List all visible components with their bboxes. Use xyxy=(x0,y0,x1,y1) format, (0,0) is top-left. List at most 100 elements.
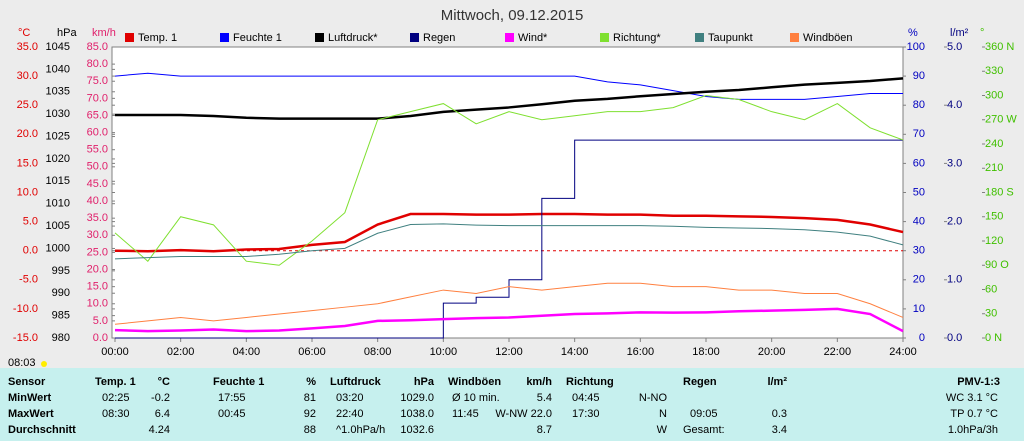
y-tick-label: 1035 xyxy=(46,86,70,98)
y-tick-label: 20 xyxy=(913,274,925,286)
table-header: % xyxy=(306,376,316,388)
series-line xyxy=(114,72,903,100)
table-cell: -0.2 xyxy=(151,392,170,404)
x-tick-label: 02:00 xyxy=(167,346,195,358)
y-tick-label: 80 xyxy=(913,99,925,111)
y-tick-label: 35.0 xyxy=(17,41,38,53)
axis-unit: l/m² xyxy=(950,27,969,39)
y-tick-label: 10.0 xyxy=(87,298,108,310)
series-line xyxy=(115,139,903,339)
y-tick-label: 30 xyxy=(985,308,997,320)
table-cell: 17:55 xyxy=(218,392,246,404)
y-tick-label: 0.0 xyxy=(93,332,108,344)
y-tick-label: 1010 xyxy=(46,198,70,210)
y-tick-label: 25.0 xyxy=(87,246,108,258)
chart-title: Mittwoch, 09.12.2015 xyxy=(441,7,584,24)
table-cell: 09:05 xyxy=(690,408,718,420)
table-header: Regen xyxy=(683,376,717,388)
table-cell: N-NO xyxy=(639,392,668,404)
y-tick-label: -10.0 xyxy=(13,303,38,315)
legend-swatch xyxy=(315,33,324,42)
x-tick-label: 22:00 xyxy=(824,346,852,358)
table-header: Windböen xyxy=(448,376,501,388)
table-header: Temp. 1 xyxy=(95,376,136,388)
x-tick-label: 08:00 xyxy=(364,346,392,358)
legend-label: Windböen xyxy=(803,32,853,44)
y-tick-label: 360 N xyxy=(985,41,1014,53)
table-cell: Ø 10 min. xyxy=(452,392,500,404)
y-tick-label: 15.0 xyxy=(87,281,108,293)
y-tick-label: 60 xyxy=(913,157,925,169)
x-tick-label: 14:00 xyxy=(561,346,589,358)
legend-label: Feuchte 1 xyxy=(233,32,282,44)
table-header: hPa xyxy=(414,376,435,388)
y-tick-label: 0 xyxy=(919,332,925,344)
table-cell: 1029.0 xyxy=(400,392,434,404)
y-tick-label: 55.0 xyxy=(87,144,108,156)
table-cell: 1032.6 xyxy=(400,424,434,436)
y-tick-label: 40.0 xyxy=(87,195,108,207)
y-tick-label: 240 xyxy=(985,138,1003,150)
time-marker xyxy=(41,361,47,367)
legend-label: Temp. 1 xyxy=(138,32,177,44)
y-tick-label: 1005 xyxy=(46,220,70,232)
series-line xyxy=(114,94,904,266)
y-tick-label: 1045 xyxy=(46,41,70,53)
row-label: MinWert xyxy=(8,392,52,404)
y-tick-label: 1030 xyxy=(46,108,70,120)
y-tick-label: 1025 xyxy=(46,130,70,142)
y-tick-label: 65.0 xyxy=(87,109,108,121)
table-header: °C xyxy=(158,376,170,388)
table-cell: W xyxy=(657,424,668,436)
y-tick-label: 0 N xyxy=(985,332,1002,344)
series-line xyxy=(114,223,904,260)
y-tick-label: 85.0 xyxy=(87,41,108,53)
y-tick-label: 45.0 xyxy=(87,178,108,190)
legend-swatch xyxy=(410,33,419,42)
y-tick-label: 5.0 xyxy=(23,216,38,228)
y-tick-label: 1.0 xyxy=(947,274,962,286)
series-line xyxy=(114,282,904,325)
table-cell: 1038.0 xyxy=(400,408,434,420)
table-cell: 92 xyxy=(304,408,316,420)
table-cell: 04:45 xyxy=(572,392,600,404)
legend-swatch xyxy=(220,33,229,42)
y-tick-label: 25.0 xyxy=(17,99,38,111)
y-tick-label: 90 xyxy=(913,70,925,82)
y-tick-label: 30.0 xyxy=(87,229,108,241)
y-tick-label: 80.0 xyxy=(87,58,108,70)
y-tick-label: 30.0 xyxy=(17,70,38,82)
table-cell: 03:20 xyxy=(336,392,364,404)
table-cell: 5.4 xyxy=(537,392,552,404)
y-tick-label: 270 W xyxy=(985,114,1017,126)
x-tick-label: 20:00 xyxy=(758,346,786,358)
y-tick-label: 10.0 xyxy=(17,186,38,198)
table-cell: 00:45 xyxy=(218,408,246,420)
table-cell: 22:40 xyxy=(336,408,364,420)
legend-swatch xyxy=(505,33,514,42)
table-cell: TP 0.7 °C xyxy=(950,408,998,420)
table-cell: ^1.0hPa/h xyxy=(336,424,385,436)
table-header: PMV-1:3 xyxy=(957,376,1000,388)
table-cell: 17:30 xyxy=(572,408,600,420)
table-cell: 81 xyxy=(304,392,316,404)
y-tick-label: 90 O xyxy=(985,259,1009,271)
y-tick-label: 120 xyxy=(985,235,1003,247)
series-line xyxy=(115,77,904,120)
table-cell: 4.24 xyxy=(149,424,170,436)
x-tick-label: 04:00 xyxy=(233,346,261,358)
x-tick-label: 00:00 xyxy=(101,346,129,358)
legend-swatch xyxy=(600,33,609,42)
table-cell: 6.4 xyxy=(155,408,170,420)
table-header: km/h xyxy=(526,376,552,388)
legend-swatch xyxy=(790,33,799,42)
table-cell: 08:30 xyxy=(102,408,130,420)
legend-swatch xyxy=(695,33,704,42)
y-tick-label: -15.0 xyxy=(13,332,38,344)
y-tick-label: 330 xyxy=(985,65,1003,77)
table-cell: Gesamt: xyxy=(683,424,725,436)
y-tick-label: 35.0 xyxy=(87,212,108,224)
table-cell: 11:45 xyxy=(452,408,479,420)
x-tick-label: 18:00 xyxy=(692,346,720,358)
